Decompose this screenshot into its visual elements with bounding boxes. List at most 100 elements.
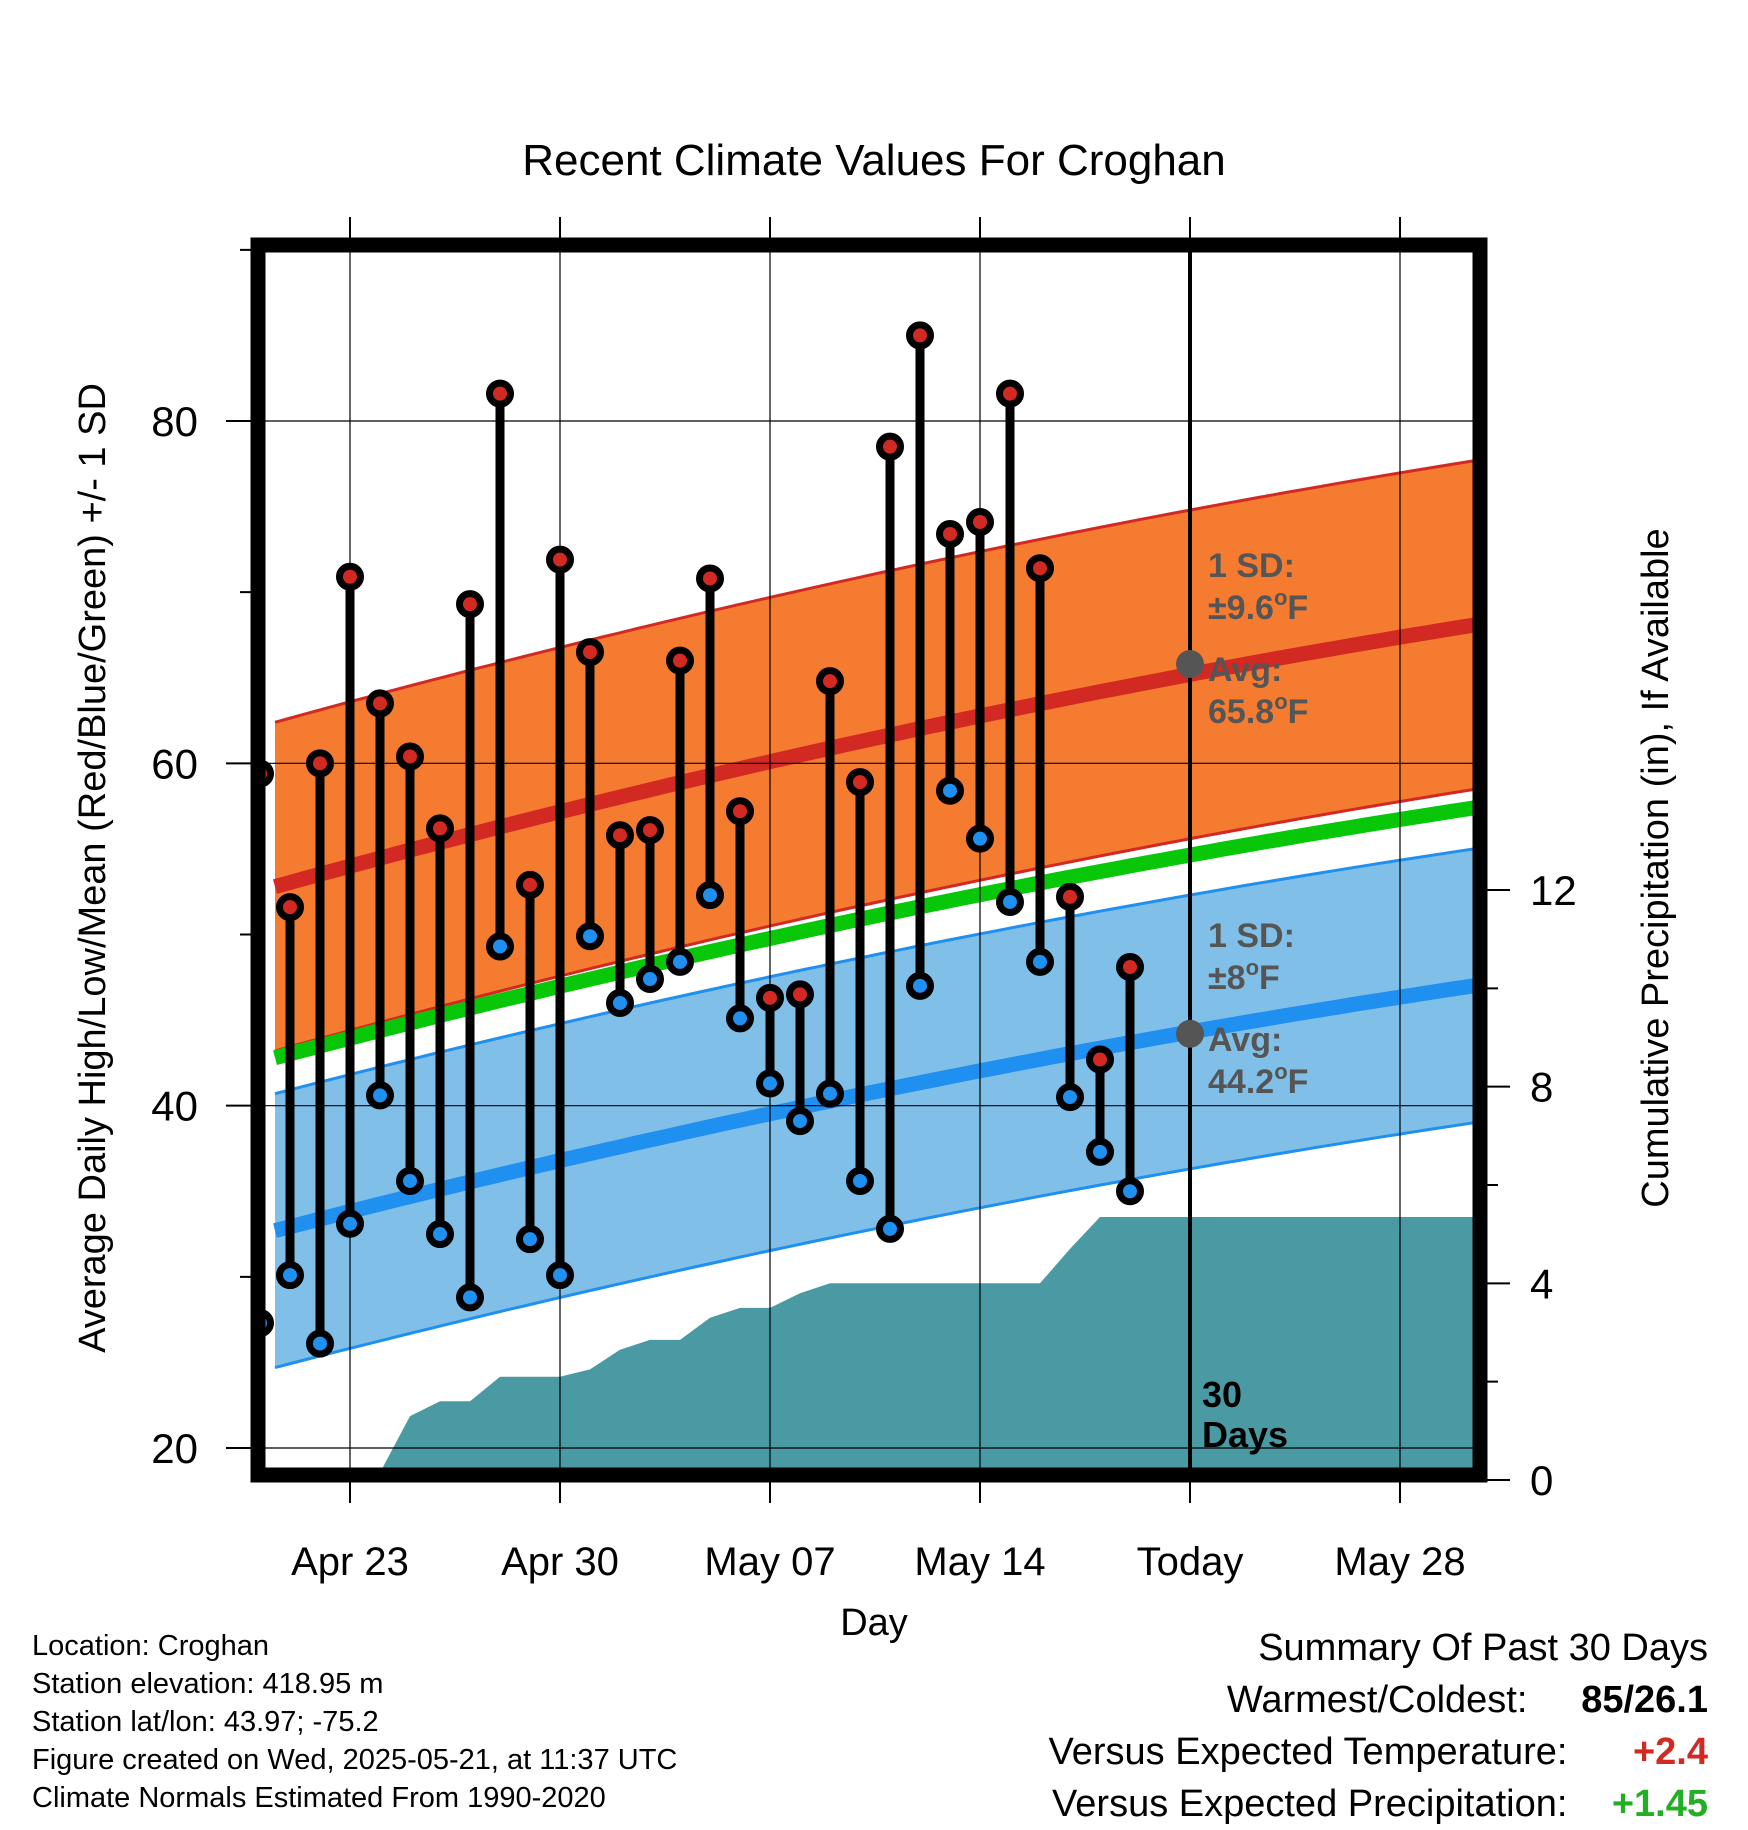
high-annotation-avg-line1: Avg: bbox=[1208, 651, 1282, 689]
daily-high-point bbox=[786, 980, 814, 1009]
elevation-text: Station elevation: 418.95 m bbox=[32, 1668, 384, 1700]
daily-high-point bbox=[1056, 882, 1084, 911]
daily-low-point bbox=[546, 1261, 574, 1290]
warmest-label: Warmest/Coldest: bbox=[1226, 1679, 1528, 1721]
daily-low-point bbox=[996, 887, 1024, 916]
daily-low-point bbox=[396, 1166, 424, 1195]
y2-tick-label: 8 bbox=[1530, 1064, 1553, 1111]
daily-high-point bbox=[546, 545, 574, 574]
location-text: Location: Croghan bbox=[32, 1630, 269, 1662]
y-tick-label: 40 bbox=[151, 1083, 198, 1130]
daily-low-point bbox=[336, 1209, 364, 1238]
daily-high-point bbox=[666, 646, 694, 675]
low-annotation-sd-line1: 1 SD: bbox=[1208, 917, 1295, 955]
daily-low-point bbox=[1056, 1083, 1084, 1112]
daily-high-point bbox=[936, 519, 964, 548]
daily-high-point bbox=[1026, 554, 1054, 583]
daily-low-point bbox=[426, 1220, 454, 1249]
y2-axis-label: Cumulative Precipitation (in), If Availa… bbox=[1635, 528, 1677, 1207]
temp-label: Versus Expected Temperature: bbox=[1048, 1731, 1568, 1773]
chart-title: Recent Climate Values For Croghan bbox=[522, 136, 1226, 185]
daily-high-point bbox=[276, 893, 304, 922]
daily-high-point bbox=[816, 667, 844, 696]
summary-panel: Summary Of Past 30 Days Warmest/Coldest:… bbox=[1049, 1622, 1708, 1830]
daily-low-point bbox=[276, 1261, 304, 1290]
daily-high-point bbox=[576, 638, 604, 667]
high-sd-upper-line bbox=[274, 458, 1480, 724]
daily-high-point bbox=[456, 590, 484, 619]
high-sd-band bbox=[275, 459, 1480, 1051]
daily-high-point bbox=[966, 507, 994, 536]
y2-tick-label: 12 bbox=[1530, 867, 1577, 914]
daily-high-point bbox=[396, 742, 424, 771]
high-sd-lower-line bbox=[274, 786, 1480, 1053]
high-annotation-sd-line1: 1 SD: bbox=[1208, 547, 1295, 585]
daily-high-point bbox=[636, 816, 664, 845]
daily-low-point bbox=[816, 1079, 844, 1108]
daily-high-point bbox=[366, 689, 394, 718]
daily-low-point bbox=[516, 1225, 544, 1254]
daily-low-point bbox=[966, 824, 994, 853]
daily-low-point bbox=[486, 932, 514, 961]
x-tick-label: May 28 bbox=[1334, 1540, 1465, 1584]
daily-high-point bbox=[516, 870, 544, 899]
y-tick-label: 60 bbox=[151, 740, 198, 787]
daily-low-point bbox=[696, 881, 724, 910]
x-tick-label: Apr 30 bbox=[501, 1540, 619, 1584]
x-tick-label: Today bbox=[1137, 1540, 1244, 1584]
daily-low-point bbox=[786, 1107, 814, 1136]
summary-precip-row: Versus Expected Precipitation: +1.45 bbox=[1049, 1778, 1708, 1830]
normal-mean-line bbox=[273, 799, 1480, 1065]
daily-low-point bbox=[606, 988, 634, 1017]
normals-text: Climate Normals Estimated From 1990-2020 bbox=[32, 1782, 606, 1814]
low-annotation-sd-line2: ±8oF bbox=[1208, 955, 1280, 997]
daily-high-point bbox=[426, 814, 454, 843]
low-sd-band bbox=[275, 847, 1480, 1368]
summary-warmest-row: Warmest/Coldest: 85/26.1 bbox=[1049, 1674, 1708, 1726]
daily-low-point bbox=[1026, 947, 1054, 976]
daily-low-point bbox=[576, 922, 604, 951]
today-low-avg-marker bbox=[1176, 1019, 1204, 1048]
daily-low-point bbox=[726, 1004, 754, 1033]
daily-high-point bbox=[876, 432, 904, 461]
normal-low-line bbox=[273, 977, 1480, 1238]
daily-high-point bbox=[486, 379, 514, 408]
daily-low-point bbox=[636, 965, 664, 994]
daily-high-point bbox=[906, 321, 934, 350]
y-tick-label: 20 bbox=[151, 1425, 198, 1472]
warmest-value: 85/26.1 bbox=[1581, 1679, 1708, 1721]
summary-title: Summary Of Past 30 Days bbox=[1258, 1627, 1708, 1669]
precipitation-area bbox=[335, 1217, 1480, 1475]
x-axis-label: Day bbox=[840, 1602, 908, 1644]
grid bbox=[258, 245, 1480, 1475]
daily-high-point bbox=[846, 768, 874, 797]
daily-low-point bbox=[456, 1283, 484, 1312]
daily-high-point bbox=[1086, 1045, 1114, 1074]
daily-low-point bbox=[936, 776, 964, 805]
daily-high-point bbox=[336, 562, 364, 591]
daily-low-point bbox=[666, 947, 694, 976]
daily-high-point bbox=[606, 821, 634, 850]
daily-low-point bbox=[906, 971, 934, 1000]
daily-high-point bbox=[1116, 953, 1144, 982]
daily-high-point bbox=[726, 797, 754, 826]
y2-tick-label: 4 bbox=[1530, 1260, 1553, 1307]
x-tick-label: May 14 bbox=[914, 1540, 1045, 1584]
x-tick-label: Apr 23 bbox=[291, 1540, 409, 1584]
daily-low-point bbox=[876, 1214, 904, 1243]
today-days-label-2: Days bbox=[1202, 1414, 1288, 1455]
daily-low-point bbox=[846, 1166, 874, 1195]
plot-frame bbox=[250, 237, 1488, 1483]
precip-value: +1.45 bbox=[1611, 1783, 1708, 1825]
temp-value: +2.4 bbox=[1632, 1731, 1708, 1773]
low-sd-upper-line bbox=[274, 846, 1480, 1096]
normal-high-line bbox=[273, 616, 1480, 894]
created-text: Figure created on Wed, 2025-05-21, at 11… bbox=[32, 1744, 678, 1776]
latlon-text: Station lat/lon: 43.97; -75.2 bbox=[32, 1706, 379, 1738]
daily-low-point bbox=[756, 1069, 784, 1098]
low-annotation-avg-line1: Avg: bbox=[1208, 1021, 1282, 1059]
today-days-label-1: 30 bbox=[1202, 1374, 1242, 1415]
precip-label: Versus Expected Precipitation: bbox=[1052, 1783, 1568, 1825]
